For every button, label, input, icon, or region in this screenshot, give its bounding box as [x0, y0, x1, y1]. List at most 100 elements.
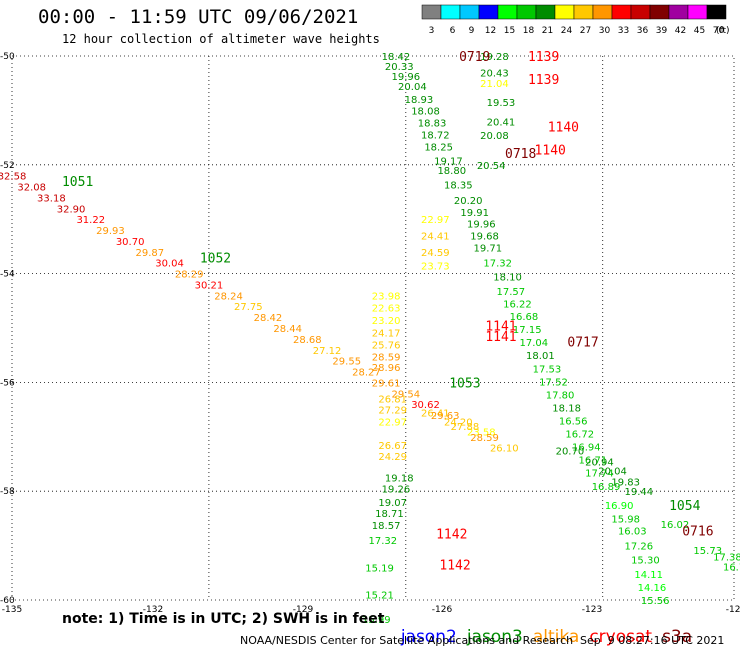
pass-time-label: 1142 — [439, 559, 470, 574]
wave-height-point: 17.15 — [513, 325, 542, 336]
pass-time-label: 1140 — [548, 121, 579, 136]
wave-height-point: 17.80 — [546, 390, 575, 401]
wave-height-point: 26.10 — [490, 444, 519, 455]
wave-height-point: 18.57 — [372, 521, 401, 532]
wave-height-point: 18.01 — [526, 351, 555, 362]
wave-height-point: 24.41 — [421, 232, 450, 243]
color-tick-label: 21 — [542, 26, 553, 36]
pass-time-label: 1140 — [535, 144, 566, 159]
y-tick-label: -52 — [0, 161, 15, 171]
wave-height-point: 19.18 — [385, 474, 414, 485]
color-scale: 3 6 9 12 15 18 21 24 27 30 33 36 39 42 45 70(ft) — [421, 4, 730, 36]
pass-time-label: 1053 — [449, 376, 480, 391]
wave-height-point: 20.20 — [454, 196, 483, 207]
satellite-legend: jason2 jason3 altika cryosat s3a — [390, 607, 702, 647]
wave-height-point: 29.93 — [96, 226, 125, 237]
wave-height-point: 17.32 — [483, 259, 512, 270]
wave-height-point: 17.74 — [585, 469, 614, 480]
wave-height-point: 16.56 — [559, 416, 588, 427]
wave-height-point: 15.98 — [611, 514, 640, 525]
pass-time-label: 1142 — [436, 528, 467, 543]
color-tick-label: 33 — [618, 26, 629, 36]
wave-height-point: 29.63 — [431, 411, 460, 422]
color-tick-label: 12 — [485, 26, 496, 36]
wave-height-point: 20.04 — [398, 82, 427, 93]
wave-height-point: 16.89 — [592, 482, 621, 493]
wave-height-point: 28.29 — [175, 270, 204, 281]
wave-height-point: 26.67 — [378, 441, 407, 452]
wave-height-point: 28.27 — [352, 368, 381, 379]
wave-height-point: 19.68 — [470, 232, 499, 243]
wave-height-point: 18.08 — [411, 106, 440, 117]
x-tick-label: -129 — [293, 605, 314, 615]
wave-height-point: 26.81 — [378, 395, 407, 406]
wave-height-point: 28.42 — [254, 313, 283, 324]
color-tick-label: 3 — [429, 26, 435, 36]
wave-height-point: 29.87 — [136, 248, 165, 259]
y-tick-label: -56 — [0, 378, 15, 388]
wave-height-point: 19.83 — [611, 477, 640, 488]
color-tick-label: 15 — [504, 26, 515, 36]
wave-height-point: 18.93 — [405, 95, 434, 106]
y-tick-label: -60 — [0, 596, 15, 606]
color-tick-label: 70 — [713, 26, 725, 36]
pass-time-label: 0716 — [682, 524, 713, 539]
wave-height-point: 15.99 — [362, 615, 391, 626]
pass-time-label: 0718 — [505, 147, 536, 162]
wave-height-point: 18.10 — [493, 272, 522, 283]
wave-height-point: 19.26 — [382, 484, 411, 495]
wave-height-point: 22.63 — [372, 303, 401, 314]
wave-height-point: 20.54 — [477, 161, 506, 172]
wave-height-point: 19.96 — [467, 220, 496, 231]
wave-height-point: 27.88 — [451, 422, 480, 433]
wave-height-point: 18.42 — [382, 52, 411, 63]
pass-time-label: 0717 — [567, 336, 598, 351]
pass-time-label: 1054 — [669, 499, 700, 514]
wave-height-point: 20.08 — [480, 131, 509, 142]
wave-height-point: 19.07 — [378, 498, 407, 509]
x-tick-label: -123 — [582, 605, 602, 615]
wave-height-point: 19.28 — [480, 52, 509, 63]
wave-height-point: 14.11 — [634, 570, 663, 581]
y-tick-label: -54 — [0, 270, 15, 280]
wave-height-point: 28.24 — [214, 291, 243, 302]
legend-cryosat: cryosat — [589, 627, 653, 647]
wave-height-point: 16.90 — [605, 501, 634, 512]
color-tick-label: 42 — [675, 26, 686, 36]
wave-height-point: 30.62 — [411, 400, 440, 411]
wave-height-point: 19.91 — [460, 208, 489, 219]
y-tick-label: -50 — [0, 52, 15, 62]
wave-height-point: 32.58 — [0, 172, 26, 183]
wave-height-point: 28.68 — [293, 335, 322, 346]
footer-timestamp: Sep 9 08:27:16 UTC 2021 — [580, 634, 725, 647]
wave-height-point: 26.41 — [421, 408, 450, 419]
x-tick-label: -126 — [432, 605, 453, 615]
wave-height-point: 32.08 — [17, 183, 46, 194]
wave-height-point: 27.29 — [378, 406, 407, 417]
wave-height-point: 18.72 — [421, 130, 450, 141]
wave-height-point: 23.20 — [372, 316, 401, 327]
pass-time-label: 1139 — [528, 73, 559, 88]
color-tick-label: 45 — [694, 26, 705, 36]
wave-height-point: 15.19 — [365, 563, 394, 574]
chart-title: 00:00 - 11:59 UTC 09/06/2021 — [38, 6, 359, 28]
wave-height-point: 32.90 — [57, 204, 86, 215]
color-tick-label: 9 — [469, 26, 475, 36]
wave-height-point: 20.41 — [487, 117, 516, 128]
wave-height-point: 27.12 — [313, 346, 342, 357]
color-tick-label: 18 — [523, 26, 535, 36]
pass-time-label: 1051 — [62, 175, 93, 190]
wave-height-point: 16.02 — [661, 520, 690, 531]
y-tick-label: -58 — [0, 487, 15, 497]
pass-time-label: 0719 — [459, 50, 490, 65]
wave-height-point: 24.29 — [378, 452, 407, 463]
wave-height-point: 22.97 — [378, 418, 407, 429]
pass-time-label: 1139 — [528, 50, 559, 65]
wave-height-point: 30.21 — [195, 280, 224, 291]
wave-height-point: 16.71 — [723, 562, 740, 573]
x-tick-label: -132 — [143, 605, 163, 615]
wave-height-point: 15.30 — [631, 556, 660, 567]
wave-height-point: 24.59 — [421, 248, 450, 259]
wave-height-point: 29.55 — [332, 357, 361, 368]
wave-height-point: 15.73 — [693, 546, 722, 557]
